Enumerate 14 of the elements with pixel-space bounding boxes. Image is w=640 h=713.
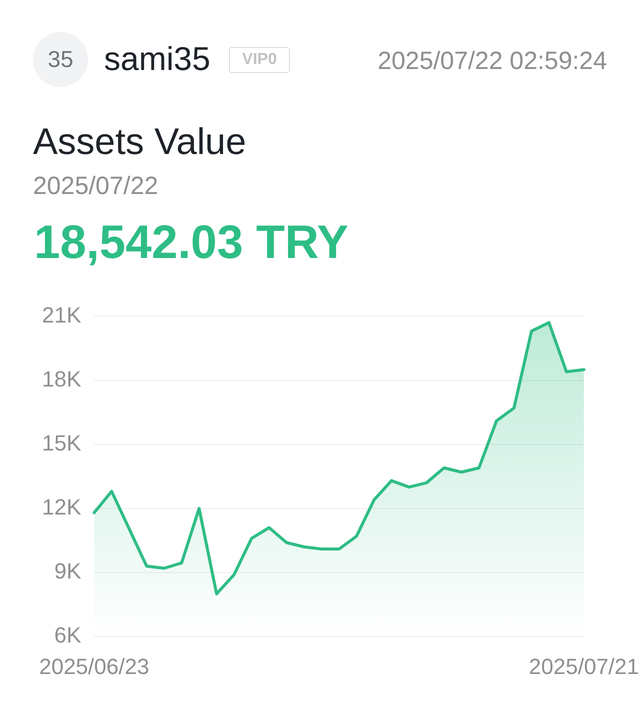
avatar-icon: 35 [33,32,88,87]
chart-subtitle: 2025/07/22 [33,172,158,200]
x-tick-label: 2025/06/23 [39,654,150,679]
chart-title: Assets Value [33,121,246,162]
y-tick-label: 9K [54,558,82,584]
y-tick-label: 21K [42,302,82,328]
y-tick-label: 6K [54,622,82,648]
text: sami35 [104,40,210,77]
y-tick-label: 15K [42,430,82,456]
y-tick-label: 18K [42,366,82,392]
text: 18,542.03 TRY [34,215,348,268]
y-tick-label: 12K [42,494,82,520]
text: 2025/07/22 02:59:24 [378,47,607,75]
x-tick-label: 2025/07/21 [528,654,639,679]
